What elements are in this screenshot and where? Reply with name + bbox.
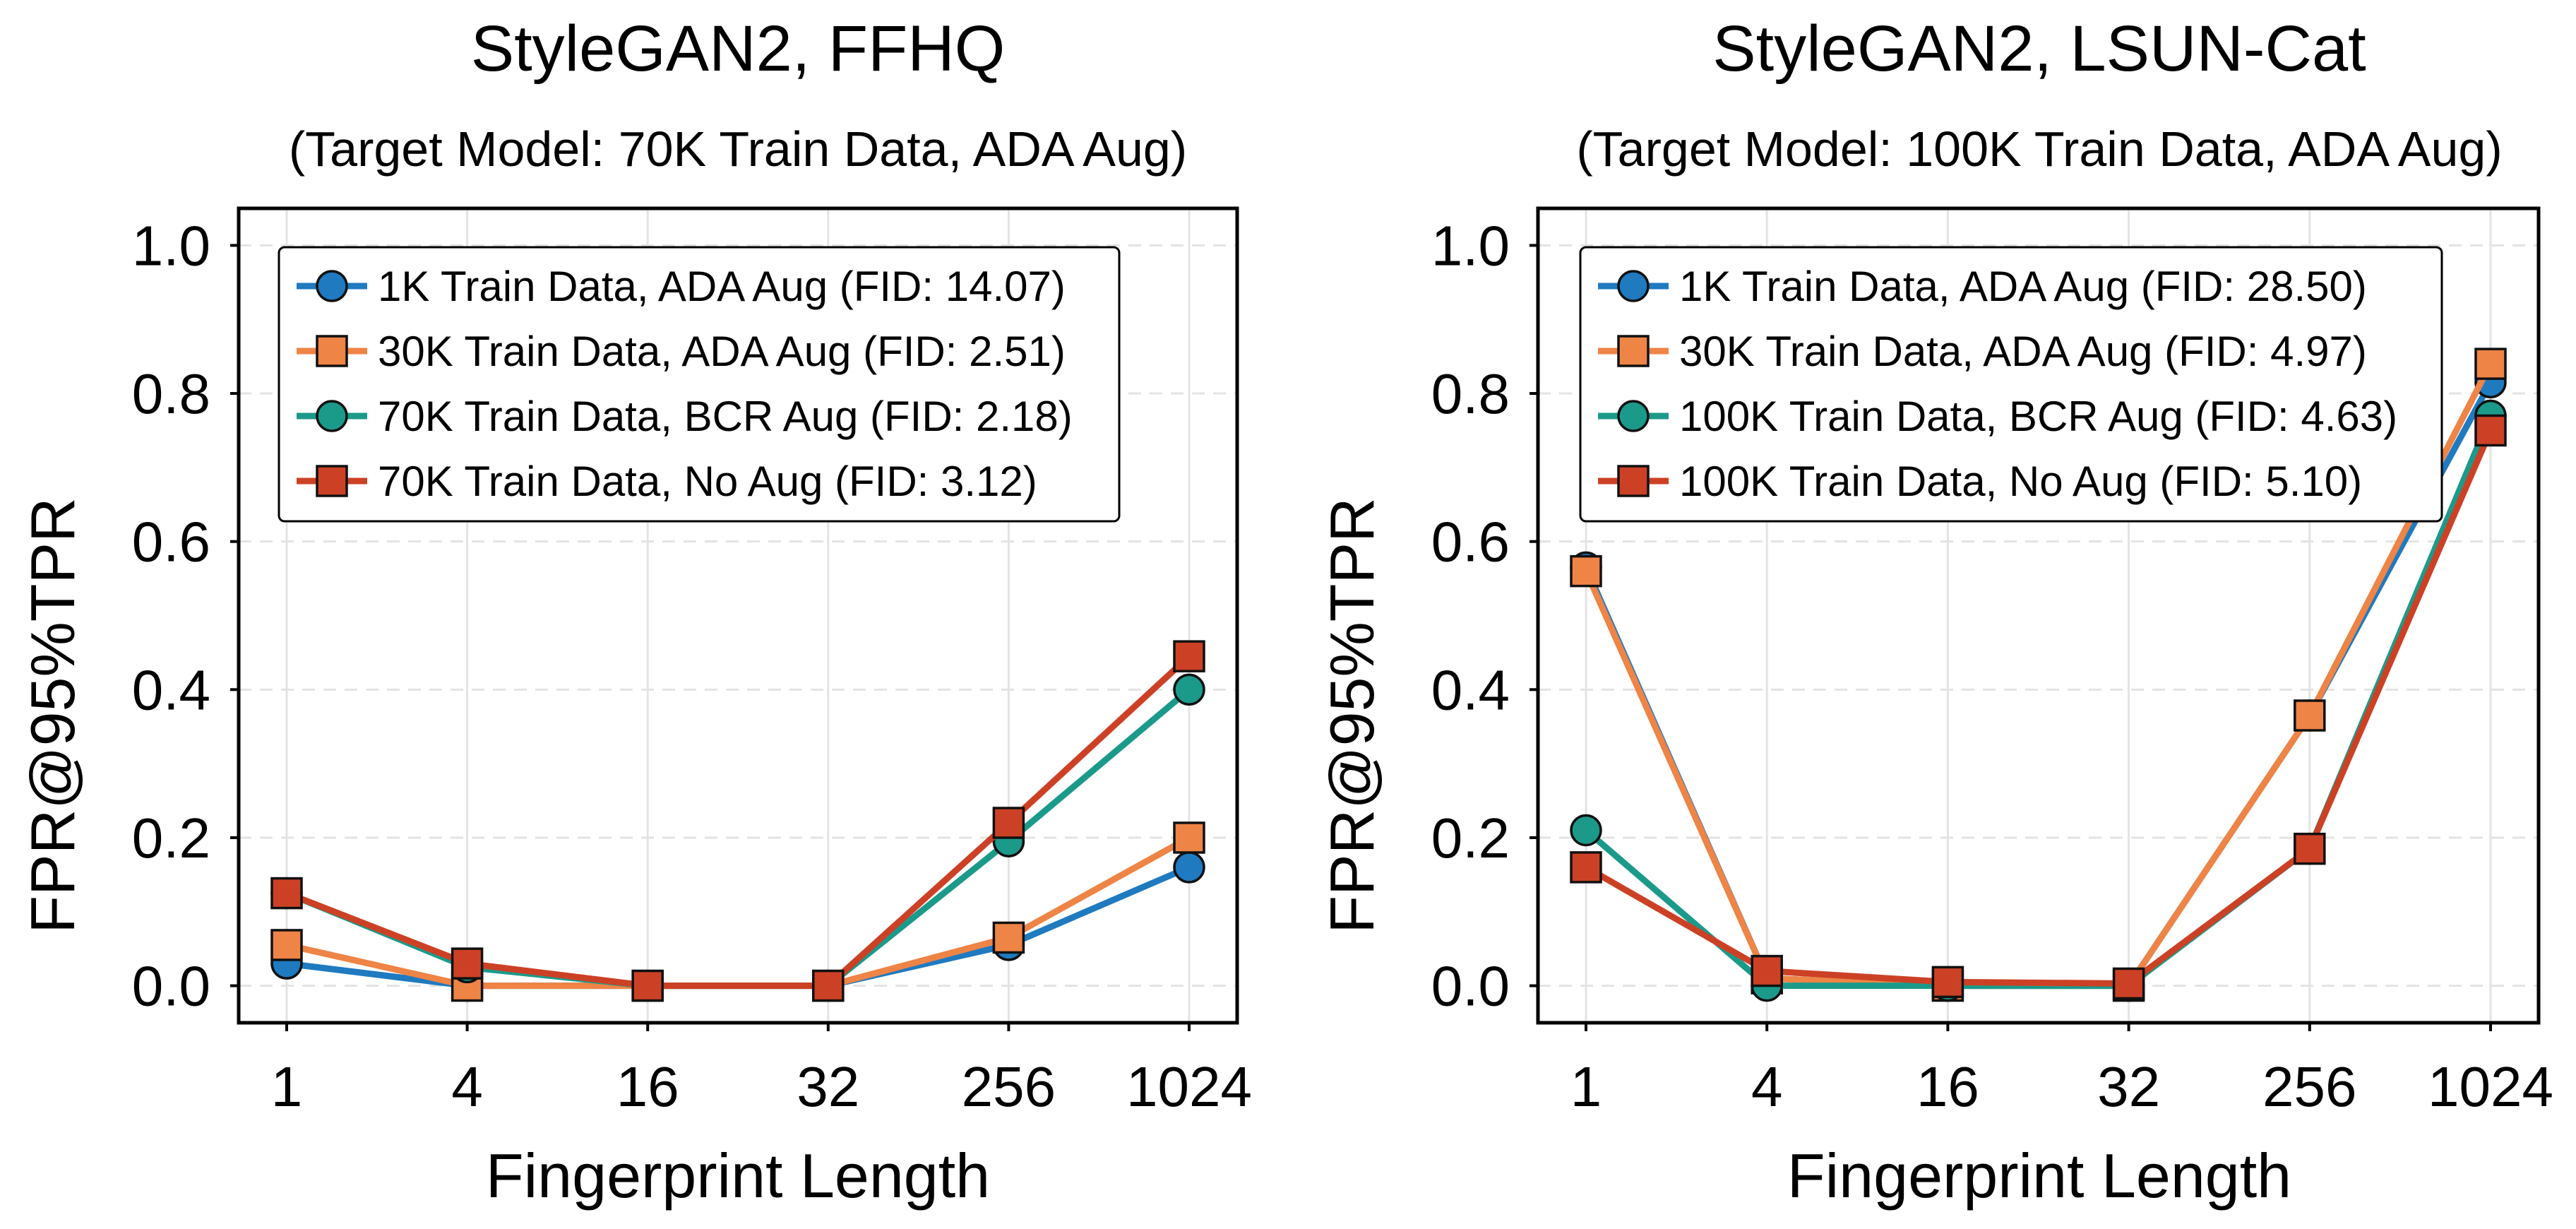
x-axis-label: Fingerprint Length [1787, 1141, 2291, 1211]
data-point [2294, 699, 2326, 732]
legend-marker [1617, 400, 1650, 432]
data-point [2474, 348, 2507, 380]
plot-frame [237, 206, 1239, 1025]
y-tick-label: 1.0 [1431, 214, 1510, 277]
chart-subtitle: (Target Model: 70K Train Data, ADA Aug) [289, 121, 1187, 177]
legend-entry-label: 70K Train Data, No Aug (FID: 3.12) [378, 458, 1037, 505]
data-point [992, 921, 1025, 954]
data-point [1173, 851, 1205, 884]
data-point [270, 929, 303, 961]
chart-panel-ffhq: StyleGAN2, FFHQ (Target Model: 70K Train… [18, 13, 1252, 1211]
legend-entry-label: 70K Train Data, BCR Aug (FID: 2.18) [378, 393, 1073, 440]
legend-marker [1617, 270, 1650, 302]
legend-entry-label: 100K Train Data, BCR Aug (FID: 4.63) [1679, 393, 2397, 440]
y-tick-label: 0.2 [132, 807, 210, 869]
data-point [992, 807, 1025, 839]
legend-entry-label: 30K Train Data, ADA Aug (FID: 4.97) [1679, 328, 2367, 375]
data-point [812, 969, 845, 1002]
data-point [2112, 967, 2145, 1000]
data-point [1173, 640, 1205, 672]
data-point [1570, 814, 1602, 847]
legend-box [278, 246, 1121, 523]
legend-marker [1617, 465, 1650, 497]
plot-area: 0.0 0.2 0.4 0.6 0.8 1.0 1 4 16 32 256 1024 1K Train … [1431, 206, 2553, 1118]
y-tick-label: 0.2 [1431, 807, 1510, 869]
data-point [1751, 954, 1783, 987]
x-tick-label: 16 [1916, 1055, 1979, 1118]
x-tick-label: 1 [271, 1055, 303, 1118]
series-line [286, 835, 1191, 990]
x-tick-label: 1024 [1126, 1055, 1252, 1118]
x-tick-label: 16 [616, 1055, 679, 1118]
x-tick-label: 1 [1570, 1055, 1602, 1118]
legend-marker [1617, 335, 1650, 367]
x-tick-label: 4 [1751, 1055, 1783, 1118]
data-point [1931, 966, 1964, 999]
data-point [1570, 851, 1602, 884]
x-tick-label: 32 [2097, 1055, 2160, 1118]
legend-box [1579, 246, 2443, 523]
data-point [1173, 821, 1205, 854]
x-tick-label: 256 [2262, 1055, 2356, 1118]
data-point [2474, 414, 2507, 447]
y-tick-label: 0.6 [132, 511, 210, 574]
series-line [285, 653, 1192, 990]
x-tick-label: 4 [451, 1055, 483, 1118]
y-tick-label: 0.6 [1431, 511, 1510, 574]
legend-marker [316, 400, 348, 432]
y-tick-label: 0.0 [1431, 955, 1510, 1018]
plot-frame [1536, 206, 2541, 1025]
chart-title: StyleGAN2, FFHQ [471, 13, 1006, 85]
legend: 1K Train Data, ADA Aug (FID: 14.07) 30K T… [278, 246, 1121, 523]
y-tick-label: 0.0 [132, 955, 210, 1018]
data-point [270, 877, 303, 910]
x-axis-label: Fingerprint Length [486, 1141, 990, 1211]
legend-marker [316, 270, 348, 302]
y-tick-label: 0.8 [132, 362, 210, 425]
legend-entry-label: 1K Train Data, ADA Aug (FID: 28.50) [1679, 263, 2367, 310]
x-tick-label: 1024 [2428, 1055, 2553, 1118]
legend-entry-label: 100K Train Data, No Aug (FID: 5.10) [1679, 458, 2362, 505]
data-point [451, 947, 484, 980]
chart-panel-lsun-cat: StyleGAN2, LSUN-Cat (Target Model: 100K … [1317, 13, 2553, 1211]
y-tick-label: 1.0 [132, 214, 210, 277]
x-tick-label: 256 [962, 1055, 1056, 1118]
legend-marker [316, 465, 348, 497]
y-tick-label: 0.8 [1431, 362, 1510, 425]
legend-entry-label: 30K Train Data, ADA Aug (FID: 2.51) [378, 328, 1066, 375]
series-line [286, 864, 1191, 990]
data-point [1570, 554, 1602, 588]
series-line [1584, 429, 2494, 987]
chart-subtitle: (Target Model: 100K Train Data, ADA Aug) [1576, 121, 2502, 177]
legend-entry-label: 1K Train Data, ADA Aug (FID: 14.07) [378, 263, 1066, 310]
data-point [2294, 832, 2326, 865]
plot-area: 0.0 0.2 0.4 0.6 0.8 1.0 1 4 16 32 256 1024 1K Train … [132, 206, 1252, 1118]
data-point [1173, 673, 1205, 706]
y-axis-label: FPR@95%TPR [1317, 497, 1387, 933]
legend-marker [316, 335, 348, 367]
data-point [631, 969, 664, 1002]
chart-title: StyleGAN2, LSUN-Cat [1712, 13, 2366, 85]
x-tick-label: 32 [797, 1055, 859, 1118]
y-axis-label: FPR@95%TPR [18, 497, 88, 933]
y-tick-label: 0.4 [1431, 658, 1510, 721]
legend: 1K Train Data, ADA Aug (FID: 28.50) 30K T… [1579, 246, 2443, 523]
y-tick-label: 0.4 [132, 658, 210, 721]
